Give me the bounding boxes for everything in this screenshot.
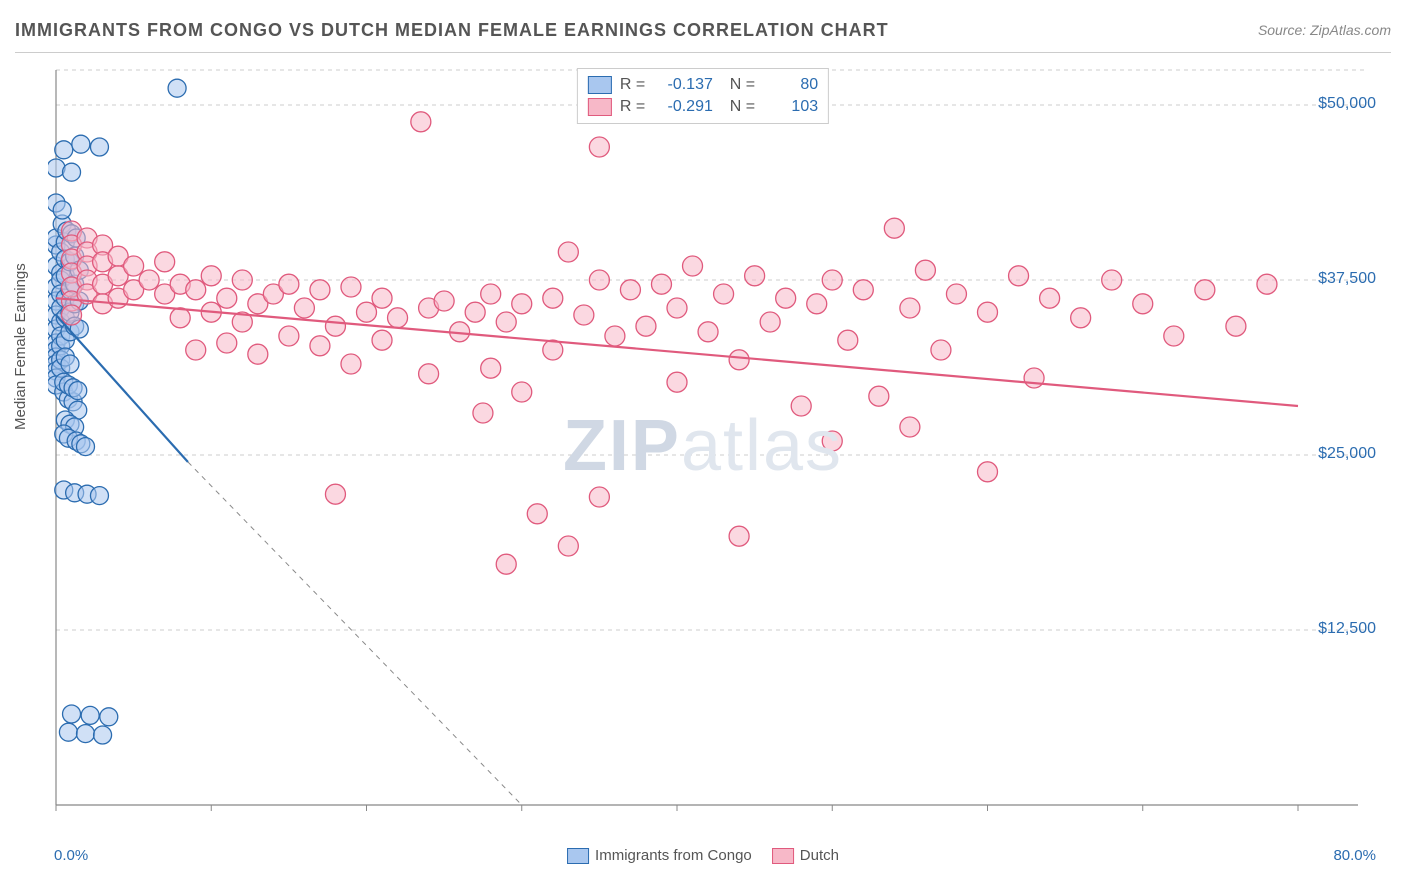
y-tick-label: $37,500 bbox=[1318, 270, 1376, 288]
swatch-congo bbox=[588, 76, 612, 94]
legend-series: Immigrants from Congo Dutch bbox=[567, 847, 839, 864]
swatch-dutch bbox=[772, 848, 794, 864]
legend-row-congo: R = -0.137 N = 80 bbox=[588, 74, 818, 96]
y-tick-label: $25,000 bbox=[1318, 445, 1376, 463]
x-axis-max-label: 80.0% bbox=[1333, 847, 1376, 864]
x-axis-min-label: 0.0% bbox=[54, 847, 88, 864]
swatch-congo bbox=[567, 848, 589, 864]
y-tick-label: $12,500 bbox=[1318, 620, 1376, 638]
legend-item-congo: Immigrants from Congo bbox=[567, 847, 752, 864]
swatch-dutch bbox=[588, 98, 612, 116]
legend-item-dutch: Dutch bbox=[772, 847, 839, 864]
legend-row-dutch: R = -0.291 N = 103 bbox=[588, 96, 818, 118]
legend-correlation: R = -0.137 N = 80 R = -0.291 N = 103 bbox=[577, 68, 829, 124]
chart-title: IMMIGRANTS FROM CONGO VS DUTCH MEDIAN FE… bbox=[15, 20, 889, 40]
y-axis-label: Median Female Earnings bbox=[12, 263, 29, 430]
source-label: Source: ZipAtlas.com bbox=[1258, 22, 1391, 38]
y-tick-label: $50,000 bbox=[1318, 95, 1376, 113]
plot-svg bbox=[48, 65, 1368, 825]
title-bar: IMMIGRANTS FROM CONGO VS DUTCH MEDIAN FE… bbox=[15, 20, 1391, 53]
scatter-plot bbox=[48, 65, 1368, 825]
